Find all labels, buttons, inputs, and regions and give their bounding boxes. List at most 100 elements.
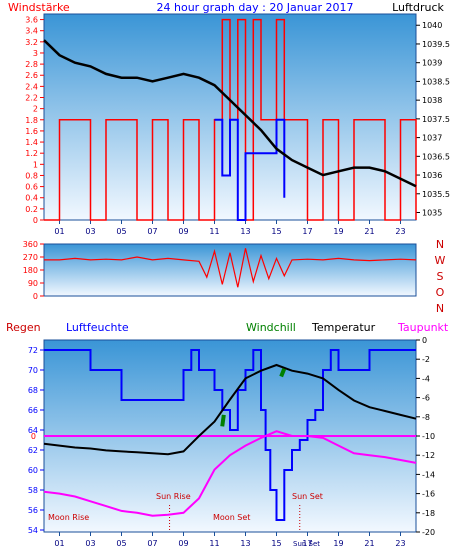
y-left-tick-label: 58 bbox=[28, 486, 38, 495]
y-left-tick-label: 1.6 bbox=[25, 127, 38, 136]
plot-area bbox=[43, 243, 417, 297]
y-left-tick-label: 64 bbox=[28, 426, 38, 435]
y-right-tick-label: -8 bbox=[422, 413, 430, 422]
humidity-series bbox=[44, 349, 416, 521]
x-tick-label-01: 01 bbox=[54, 227, 64, 236]
y-right-tick-label: 0 bbox=[422, 336, 427, 345]
y-right-tick-label: -20 bbox=[422, 528, 435, 537]
compass-label: S bbox=[437, 270, 444, 283]
y-left-tick-label: 3.2 bbox=[25, 38, 38, 47]
y-left-tick-label: 1.2 bbox=[25, 149, 38, 158]
y-left-tick-label: 0.4 bbox=[25, 194, 38, 203]
y-left-tick-label: 1.8 bbox=[25, 116, 38, 125]
y-right-tick-label: 1039.5 bbox=[422, 40, 450, 49]
legend-temperatur: Temperatur bbox=[311, 321, 376, 334]
legend-luftfeuchte: Luftfeuchte bbox=[66, 321, 129, 334]
x-tick-label-19: 19 bbox=[333, 227, 343, 236]
y-left-tick-label: 54 bbox=[28, 526, 38, 535]
gust-series bbox=[214, 118, 286, 221]
sun-rise-label: Sun Rise bbox=[156, 492, 191, 501]
y-right-tick-label: 1038.5 bbox=[422, 77, 450, 86]
y-right-tick-label: 1039 bbox=[422, 59, 442, 68]
legend-taupunkt: Taupunkt bbox=[397, 321, 449, 334]
y-left-tick-label: 360 bbox=[23, 240, 38, 249]
y-left-tick-label: 2 bbox=[33, 105, 38, 114]
y-right-tick-label: 1037 bbox=[422, 134, 442, 143]
sun-set-bottom-label: Sun Set bbox=[293, 540, 320, 548]
windchill-series bbox=[279, 368, 287, 378]
y-left-tick-label: 2.4 bbox=[25, 82, 38, 91]
compass-label: N bbox=[436, 238, 444, 251]
y-right-tick-label: 1037.5 bbox=[422, 115, 450, 124]
y-left-tick-label: 1 bbox=[33, 160, 38, 169]
y-right-tick-label: -16 bbox=[422, 490, 435, 499]
y-left-tick-label: 3.4 bbox=[25, 27, 38, 36]
x-tick-label-05: 05 bbox=[116, 539, 126, 548]
x-tick-label-09: 09 bbox=[178, 227, 188, 236]
y-left-tick-label: 0.6 bbox=[25, 183, 38, 192]
regen-zero-label: 0 bbox=[31, 432, 36, 441]
x-tick-label-15: 15 bbox=[271, 539, 281, 548]
moon-set-label: Moon Set bbox=[213, 513, 250, 522]
pressure-wind-panel: 0 0.2 0.4 0.6 0.8 1 1.2 1.4 1.6 1.8 2 2.2 2.4 2.6 2.8 3… bbox=[25, 13, 450, 236]
y-left-tick-label: 3 bbox=[33, 49, 38, 58]
y-left-tick-label: 56 bbox=[28, 506, 38, 515]
x-tick-label-07: 07 bbox=[147, 227, 157, 236]
wind-speed-label: Windstärke bbox=[8, 1, 70, 14]
x-tick-label-17: 17 bbox=[302, 227, 312, 236]
y-right-tick-label: -4 bbox=[422, 374, 430, 383]
compass-label: N bbox=[436, 302, 444, 315]
y-left-tick-label: 68 bbox=[28, 386, 38, 395]
y-left-tick-label: 0 bbox=[33, 216, 38, 225]
compass-label: O bbox=[436, 286, 445, 299]
x-tick-label-11: 11 bbox=[209, 227, 219, 236]
y-right-tick-label: 1035.5 bbox=[422, 190, 450, 199]
windchill-series bbox=[220, 414, 226, 427]
y-left-tick-label: 60 bbox=[28, 466, 38, 475]
x-tick-label-21: 21 bbox=[364, 227, 374, 236]
x-tick-label-01: 01 bbox=[54, 539, 64, 548]
y-left-tick-label: 2.8 bbox=[25, 60, 38, 69]
y-right-tick-label: 1036 bbox=[422, 171, 442, 180]
y-left-tick-label: 0.8 bbox=[25, 171, 38, 180]
y-left-tick-label: 66 bbox=[28, 406, 38, 415]
x-tick-label-03: 03 bbox=[85, 539, 95, 548]
x-tick-label-11: 11 bbox=[209, 539, 219, 548]
y-right-tick-label: -6 bbox=[422, 394, 430, 403]
x-tick-label-09: 09 bbox=[178, 539, 188, 548]
x-tick-label-13: 13 bbox=[240, 539, 250, 548]
y-left-tick-label: 90 bbox=[28, 279, 38, 288]
y-right-tick-label: 1040 bbox=[422, 21, 442, 30]
y-left-tick-label: 62 bbox=[28, 446, 38, 455]
y-left-tick-label: 0 bbox=[33, 292, 38, 301]
y-right-tick-label: -10 bbox=[422, 432, 435, 441]
x-tick-label-21: 21 bbox=[364, 539, 374, 548]
x-tick-label-19: 19 bbox=[333, 539, 343, 548]
x-tick-label-03: 03 bbox=[85, 227, 95, 236]
y-left-tick-label: 1.4 bbox=[25, 138, 38, 147]
y-right-tick-label: 1036.5 bbox=[422, 152, 450, 161]
dewpoint-series bbox=[43, 430, 417, 517]
y-left-tick-label: 70 bbox=[28, 366, 38, 375]
y-left-tick-label: 270 bbox=[23, 253, 38, 262]
y-left-tick-label: 0.2 bbox=[25, 205, 38, 214]
x-tick-label-07: 07 bbox=[147, 539, 157, 548]
pressure-label: Luftdruck bbox=[392, 1, 444, 14]
y-left-tick-label: 3.6 bbox=[25, 16, 38, 25]
temp-humidity-panel: 54565860626466687072-20-18-16-14-12-10-8… bbox=[28, 336, 435, 548]
wind-speed-series bbox=[44, 18, 417, 221]
moon-rise-label: Moon Rise bbox=[48, 513, 89, 522]
legend-windchill: Windchill bbox=[246, 321, 296, 334]
x-tick-label-23: 23 bbox=[395, 227, 405, 236]
y-left-tick-label: 72 bbox=[28, 346, 38, 355]
x-tick-label-15: 15 bbox=[271, 227, 281, 236]
x-tick-label-13: 13 bbox=[240, 227, 250, 236]
y-left-tick-label: 2.6 bbox=[25, 71, 38, 80]
y-right-tick-label: -18 bbox=[422, 509, 435, 518]
y-right-tick-label: -2 bbox=[422, 355, 430, 364]
wind-direction-series bbox=[44, 248, 417, 288]
sun-set-label: Sun Set bbox=[292, 492, 323, 501]
